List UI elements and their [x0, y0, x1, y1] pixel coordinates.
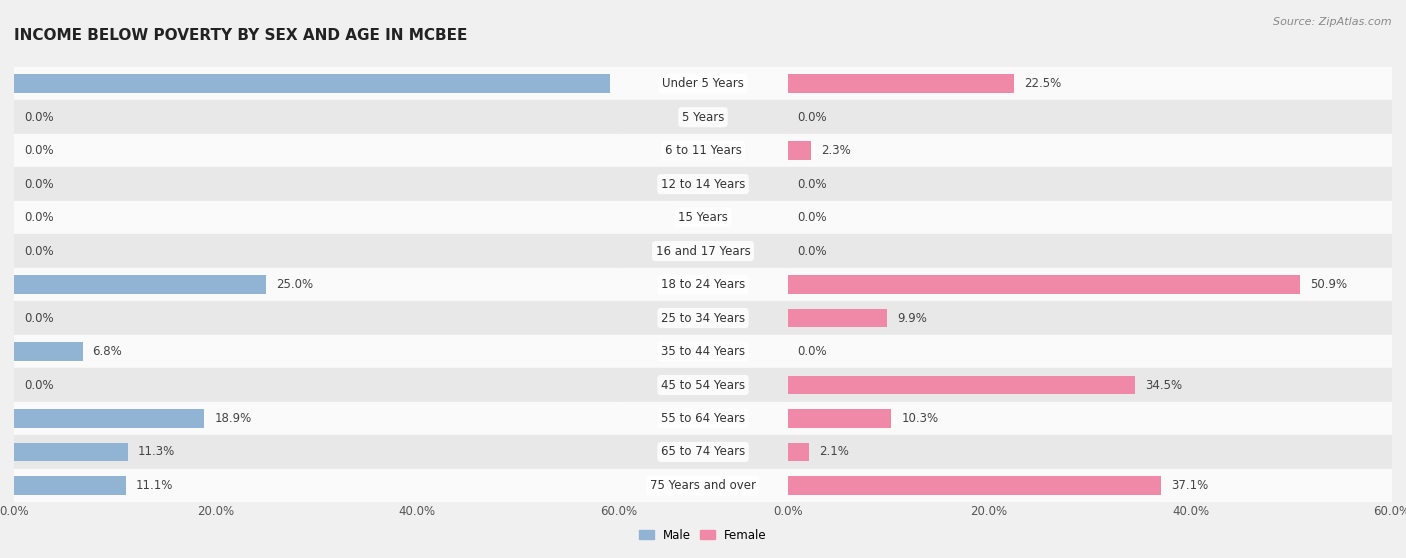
Text: 6 to 11 Years: 6 to 11 Years: [665, 144, 741, 157]
Bar: [14, 100, 619, 134]
Bar: [787, 100, 1392, 134]
Bar: [619, 435, 787, 469]
Text: 59.2%: 59.2%: [620, 77, 658, 90]
Bar: [619, 402, 787, 435]
Text: 11.3%: 11.3%: [138, 445, 176, 459]
Bar: [14, 410, 204, 427]
Bar: [787, 309, 887, 327]
Bar: [619, 167, 787, 201]
Bar: [14, 276, 266, 294]
Text: 37.1%: 37.1%: [1171, 479, 1209, 492]
Bar: [787, 167, 1392, 201]
Text: 12 to 14 Years: 12 to 14 Years: [661, 177, 745, 191]
Bar: [619, 335, 787, 368]
Text: 0.0%: 0.0%: [797, 211, 827, 224]
Bar: [14, 469, 619, 502]
Text: 2.3%: 2.3%: [821, 144, 851, 157]
Text: 16 and 17 Years: 16 and 17 Years: [655, 244, 751, 258]
Text: Under 5 Years: Under 5 Years: [662, 77, 744, 90]
Bar: [14, 402, 619, 435]
Text: 55 to 64 Years: 55 to 64 Years: [661, 412, 745, 425]
Bar: [14, 335, 619, 368]
Text: 65 to 74 Years: 65 to 74 Years: [661, 445, 745, 459]
Bar: [619, 100, 787, 134]
Text: 0.0%: 0.0%: [24, 211, 53, 224]
Text: 0.0%: 0.0%: [24, 110, 53, 124]
Bar: [787, 435, 1392, 469]
Bar: [619, 234, 787, 268]
Text: INCOME BELOW POVERTY BY SEX AND AGE IN MCBEE: INCOME BELOW POVERTY BY SEX AND AGE IN M…: [14, 28, 467, 43]
Text: 11.1%: 11.1%: [136, 479, 173, 492]
Bar: [787, 335, 1392, 368]
Text: 0.0%: 0.0%: [797, 244, 827, 258]
Bar: [14, 435, 619, 469]
Bar: [14, 74, 610, 93]
Bar: [14, 234, 619, 268]
Bar: [787, 268, 1392, 301]
Bar: [787, 74, 1014, 93]
Bar: [619, 201, 787, 234]
Bar: [787, 443, 808, 461]
Text: 0.0%: 0.0%: [24, 311, 53, 325]
Text: 50.9%: 50.9%: [1310, 278, 1347, 291]
Text: 75 Years and over: 75 Years and over: [650, 479, 756, 492]
Text: 25 to 34 Years: 25 to 34 Years: [661, 311, 745, 325]
Text: 0.0%: 0.0%: [24, 378, 53, 392]
Bar: [787, 201, 1392, 234]
Text: 0.0%: 0.0%: [797, 110, 827, 124]
Text: 2.1%: 2.1%: [818, 445, 849, 459]
Text: 34.5%: 34.5%: [1144, 378, 1182, 392]
Bar: [14, 301, 619, 335]
Bar: [787, 301, 1392, 335]
Bar: [14, 477, 127, 495]
Bar: [14, 201, 619, 234]
Bar: [787, 368, 1392, 402]
Bar: [14, 443, 128, 461]
Text: 45 to 54 Years: 45 to 54 Years: [661, 378, 745, 392]
Text: 18 to 24 Years: 18 to 24 Years: [661, 278, 745, 291]
Bar: [787, 276, 1301, 294]
Bar: [619, 368, 787, 402]
Bar: [787, 67, 1392, 100]
Legend: Male, Female: Male, Female: [634, 524, 772, 546]
Bar: [14, 342, 83, 360]
Text: 10.3%: 10.3%: [901, 412, 939, 425]
Bar: [787, 234, 1392, 268]
Text: 0.0%: 0.0%: [24, 244, 53, 258]
Bar: [787, 134, 1392, 167]
Text: 0.0%: 0.0%: [797, 177, 827, 191]
Bar: [787, 477, 1161, 495]
Bar: [787, 410, 891, 427]
Bar: [619, 301, 787, 335]
Text: 9.9%: 9.9%: [897, 311, 928, 325]
Text: 35 to 44 Years: 35 to 44 Years: [661, 345, 745, 358]
Bar: [619, 469, 787, 502]
Text: 22.5%: 22.5%: [1025, 77, 1062, 90]
Text: Source: ZipAtlas.com: Source: ZipAtlas.com: [1274, 17, 1392, 27]
Bar: [787, 376, 1135, 394]
Text: 0.0%: 0.0%: [797, 345, 827, 358]
Bar: [619, 134, 787, 167]
Text: 18.9%: 18.9%: [215, 412, 252, 425]
Text: 6.8%: 6.8%: [93, 345, 122, 358]
Bar: [787, 141, 811, 160]
Text: 25.0%: 25.0%: [276, 278, 314, 291]
Bar: [14, 67, 619, 100]
Bar: [619, 268, 787, 301]
Bar: [787, 469, 1392, 502]
Text: 15 Years: 15 Years: [678, 211, 728, 224]
Bar: [14, 167, 619, 201]
Bar: [14, 268, 619, 301]
Text: 0.0%: 0.0%: [24, 177, 53, 191]
Bar: [619, 67, 787, 100]
Bar: [14, 134, 619, 167]
Bar: [14, 368, 619, 402]
Text: 5 Years: 5 Years: [682, 110, 724, 124]
Bar: [787, 402, 1392, 435]
Text: 0.0%: 0.0%: [24, 144, 53, 157]
